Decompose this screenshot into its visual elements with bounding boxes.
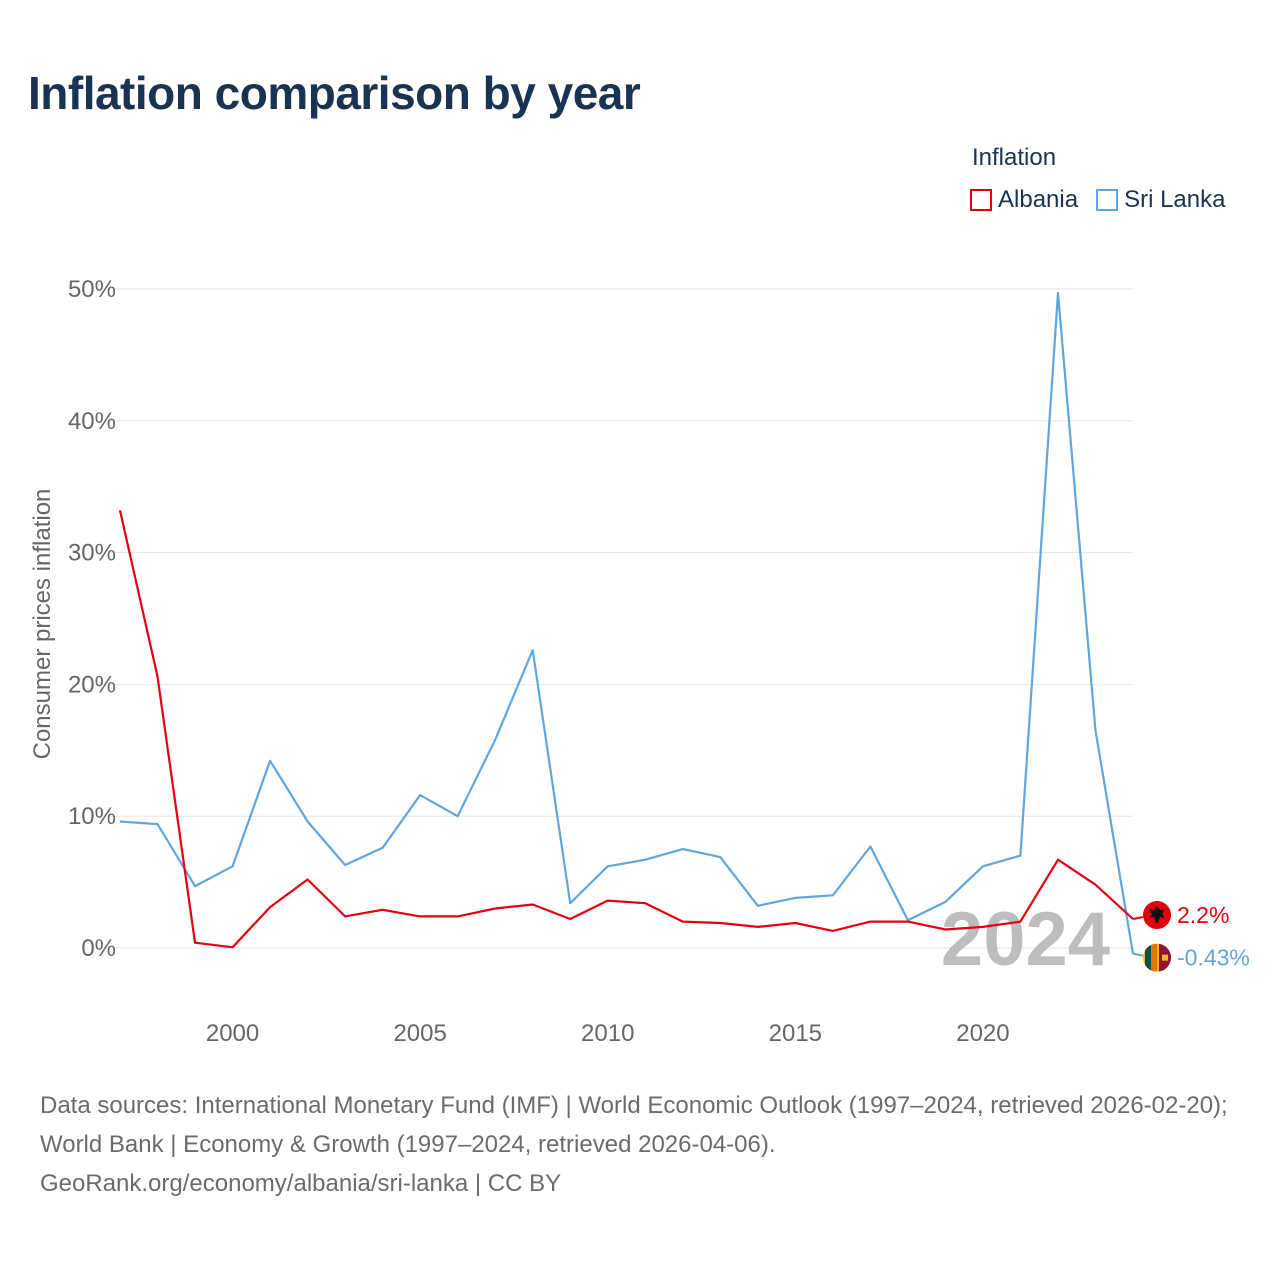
- y-tick-label: 10%: [68, 803, 116, 830]
- year-watermark: 2024: [941, 897, 1110, 982]
- x-tick-label: 2010: [581, 1020, 634, 1047]
- series-lines: [118, 291, 1144, 957]
- footer: Data sources: International Monetary Fun…: [40, 1086, 1250, 1203]
- series-line-albania: [118, 510, 1134, 949]
- series-line-sri-lanka: [119, 291, 1135, 954]
- sri-lanka-leader-line: [1132, 952, 1144, 957]
- legend-item-sri-lanka[interactable]: Sri Lanka: [1096, 186, 1225, 214]
- y-tick-label: 0%: [81, 935, 116, 962]
- y-tick-label: 20%: [68, 671, 116, 698]
- end-flags: [1143, 901, 1171, 972]
- legend-title: Inflation: [972, 144, 1057, 171]
- albania-flag-icon: [1143, 901, 1171, 930]
- end-label-sri-lanka: -0.43%: [1177, 945, 1250, 971]
- x-tick-label: 2020: [956, 1020, 1009, 1047]
- x-tick-label: 2015: [769, 1020, 822, 1047]
- credit-link[interactable]: GeoRank.org/economy/albania/sri-lanka | …: [40, 1170, 562, 1197]
- y-tick-label: 40%: [68, 408, 116, 435]
- legend-label-albania: Albania: [998, 186, 1079, 213]
- albania-leader-line: [1132, 916, 1144, 920]
- y-tick-label: 30%: [68, 540, 116, 567]
- y-axis-label: Consumer prices inflation: [29, 489, 56, 760]
- x-tick-label: 2000: [206, 1020, 259, 1047]
- x-tick-label: 2005: [393, 1020, 446, 1047]
- y-axis-ticks: 0% 10% 20% 30% 40% 50%: [68, 276, 116, 962]
- page-title: Inflation comparison by year: [28, 67, 641, 119]
- end-label-albania: 2.2%: [1177, 902, 1229, 928]
- gridlines: [110, 288, 1133, 949]
- legend-swatch-albania: [970, 189, 992, 211]
- legend-item-albania[interactable]: Albania: [970, 186, 1078, 214]
- legend: Albania Sri Lanka: [970, 186, 1225, 214]
- line-chart: 0% 10% 20% 30% 40% 50% 2000 2005 2010 2015 2020 C…: [29, 276, 1250, 1047]
- sri-lanka-flag-icon: [1143, 943, 1171, 972]
- end-labels: 2.2% -0.43%: [1177, 902, 1250, 971]
- x-axis-ticks: 2000 2005 2010 2015 2020: [206, 1020, 1010, 1047]
- y-tick-label: 50%: [68, 276, 116, 303]
- legend-swatch-sri-lanka: [1096, 189, 1119, 211]
- data-sources: Data sources: International Monetary Fun…: [40, 1092, 1228, 1158]
- legend-label-sri-lanka: Sri Lanka: [1124, 186, 1226, 213]
